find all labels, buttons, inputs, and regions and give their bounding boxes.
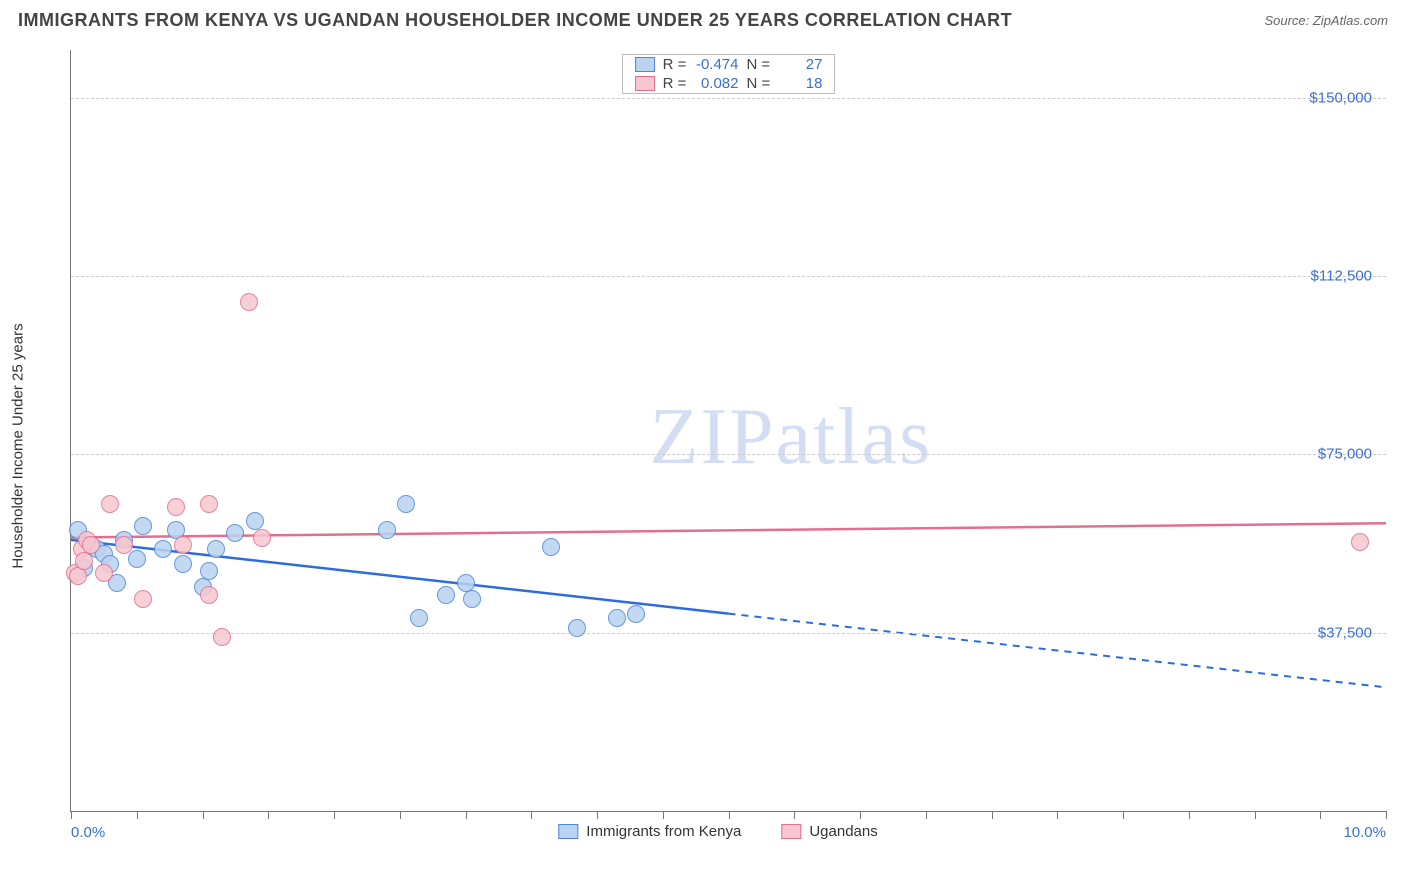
data-point-ugandans [253, 529, 271, 547]
data-point-kenya [200, 562, 218, 580]
x-tick [1255, 811, 1256, 819]
data-point-kenya [568, 619, 586, 637]
x-tick [1320, 811, 1321, 819]
y-tick-label: $112,500 [1311, 267, 1372, 284]
data-point-ugandans [167, 498, 185, 516]
data-point-ugandans [200, 495, 218, 513]
data-point-kenya [246, 512, 264, 530]
legend-swatch-kenya [558, 824, 578, 839]
data-point-kenya [608, 609, 626, 627]
x-tick [137, 811, 138, 819]
series-legend: Immigrants from Kenya Ugandans [558, 823, 877, 840]
data-point-kenya [226, 524, 244, 542]
x-tick [992, 811, 993, 819]
legend-item-ugandans: Ugandans [781, 823, 877, 840]
x-tick [203, 811, 204, 819]
y-axis-title: Householder Income Under 25 years [10, 323, 27, 568]
watermark: ZIPatlas [650, 392, 933, 483]
data-point-kenya [463, 590, 481, 608]
plot-region: ZIPatlas R = -0.474 N = 27 R = 0.082 N = 18… [70, 50, 1386, 812]
x-tick [1189, 811, 1190, 819]
gridline [71, 454, 1386, 455]
x-tick [1123, 811, 1124, 819]
chart-title: IMMIGRANTS FROM KENYA VS UGANDAN HOUSEHO… [18, 10, 1012, 31]
data-point-kenya [128, 550, 146, 568]
legend-swatch-ugandans [635, 76, 655, 91]
legend-label-ugandans: Ugandans [809, 823, 877, 840]
legend-r-value: 0.082 [691, 75, 739, 92]
legend-row-kenya: R = -0.474 N = 27 [623, 55, 835, 74]
data-point-kenya [437, 586, 455, 604]
y-tick-label: $75,000 [1318, 446, 1372, 463]
data-point-kenya [457, 574, 475, 592]
data-point-ugandans [115, 536, 133, 554]
data-point-ugandans [240, 293, 258, 311]
watermark-bold: ZIP [650, 393, 776, 481]
x-tick [794, 811, 795, 819]
data-point-kenya [154, 540, 172, 558]
data-point-kenya [542, 538, 560, 556]
x-tick [71, 811, 72, 819]
legend-swatch-kenya [635, 57, 655, 72]
legend-swatch-ugandans [781, 824, 801, 839]
data-point-ugandans [1351, 533, 1369, 551]
data-point-ugandans [95, 564, 113, 582]
legend-item-kenya: Immigrants from Kenya [558, 823, 741, 840]
data-point-ugandans [213, 628, 231, 646]
data-point-kenya [397, 495, 415, 513]
data-point-ugandans [75, 552, 93, 570]
x-tick [400, 811, 401, 819]
x-tick-label-max: 10.0% [1343, 824, 1386, 841]
x-tick [531, 811, 532, 819]
x-tick [729, 811, 730, 819]
x-tick [334, 811, 335, 819]
data-point-ugandans [101, 495, 119, 513]
x-tick [597, 811, 598, 819]
chart-area: Householder Income Under 25 years ZIPatl… [50, 50, 1386, 842]
data-point-ugandans [200, 586, 218, 604]
data-point-kenya [627, 605, 645, 623]
x-tick [1386, 811, 1387, 819]
chart-header: IMMIGRANTS FROM KENYA VS UGANDAN HOUSEHO… [0, 0, 1406, 37]
y-tick-label: $150,000 [1309, 89, 1372, 106]
x-tick [466, 811, 467, 819]
x-tick [860, 811, 861, 819]
legend-r-label: R = -0.474 [663, 56, 739, 73]
data-point-ugandans [82, 536, 100, 554]
data-point-kenya [207, 540, 225, 558]
data-point-kenya [174, 555, 192, 573]
data-point-kenya [378, 521, 396, 539]
legend-n-label: N = 18 [747, 75, 823, 92]
legend-n-value: 27 [774, 56, 822, 73]
watermark-thin: atlas [776, 393, 933, 481]
legend-r-value: -0.474 [691, 56, 739, 73]
gridline [71, 633, 1386, 634]
gridline [71, 276, 1386, 277]
data-point-kenya [134, 517, 152, 535]
data-point-ugandans [174, 536, 192, 554]
legend-n-value: 18 [774, 75, 822, 92]
trendline-ext-kenya [729, 614, 1387, 688]
x-tick [1057, 811, 1058, 819]
trendlines [71, 50, 1386, 811]
legend-r-label: R = 0.082 [663, 75, 739, 92]
y-tick-label: $37,500 [1318, 624, 1372, 641]
gridline [71, 98, 1386, 99]
legend-n-label: N = 27 [747, 56, 823, 73]
legend-row-ugandans: R = 0.082 N = 18 [623, 74, 835, 93]
data-point-kenya [410, 609, 428, 627]
correlation-legend: R = -0.474 N = 27 R = 0.082 N = 18 [622, 54, 836, 94]
x-tick [926, 811, 927, 819]
legend-label-kenya: Immigrants from Kenya [586, 823, 741, 840]
x-tick-label-min: 0.0% [71, 824, 105, 841]
x-tick [268, 811, 269, 819]
source-attribution: Source: ZipAtlas.com [1264, 13, 1388, 28]
x-tick [663, 811, 664, 819]
data-point-ugandans [134, 590, 152, 608]
